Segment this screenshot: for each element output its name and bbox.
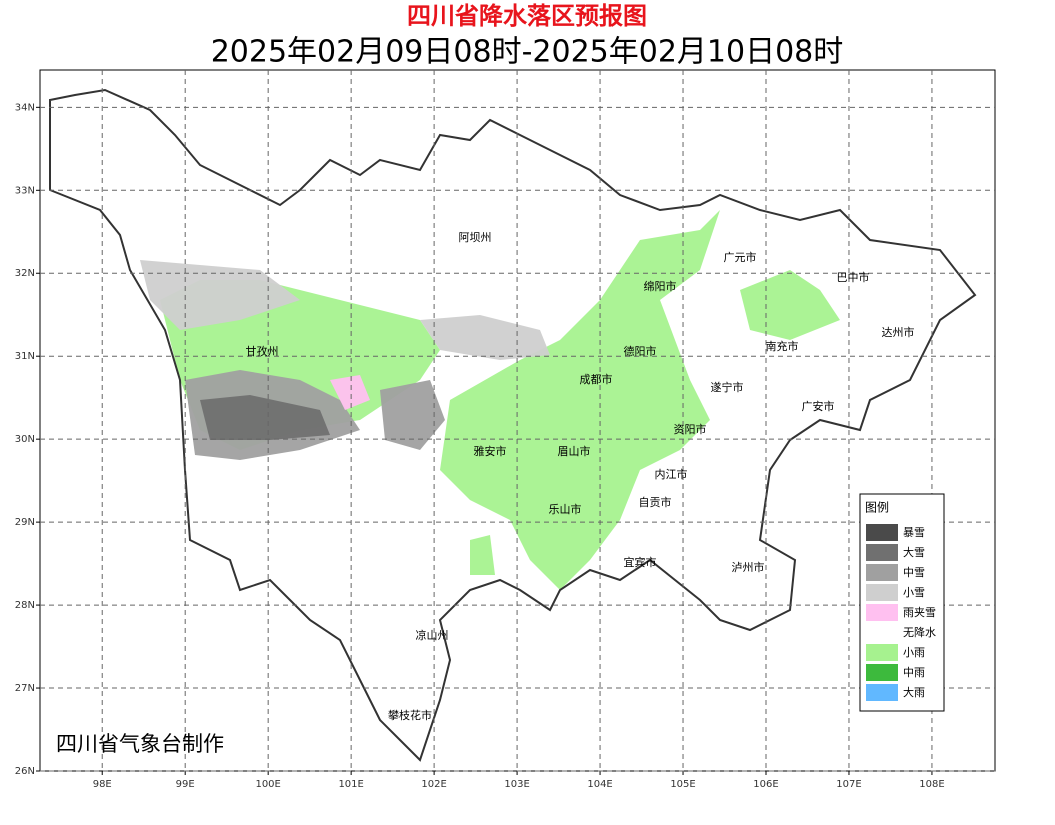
place-label: 雅安市 — [474, 444, 507, 458]
y-tick-label: 31N — [15, 351, 35, 362]
x-tick-label: 100E — [255, 779, 280, 790]
y-tick-label: 32N — [15, 268, 35, 279]
place-label: 成都市 — [580, 372, 613, 386]
legend-label: 小雨 — [903, 646, 925, 659]
place-label: 阿坝州 — [459, 230, 492, 244]
title: 四川省降水落区预报图 — [407, 2, 647, 30]
subtitle: 2025年02月09日08时-2025年02月10日08时 — [211, 35, 844, 70]
place-label: 达州市 — [882, 325, 915, 339]
x-tick-label: 103E — [504, 779, 529, 790]
legend-swatch — [866, 604, 898, 621]
place-label: 内江市 — [655, 467, 688, 481]
legend-label: 小雪 — [903, 586, 925, 599]
precip-area — [740, 270, 840, 340]
legend-label: 雨夹雪 — [903, 606, 936, 619]
legend-swatch — [866, 684, 898, 701]
legend-swatch — [866, 544, 898, 561]
x-tick-label: 106E — [753, 779, 778, 790]
legend-label: 暴雪 — [903, 526, 925, 539]
place-label: 广元市 — [724, 250, 757, 264]
legend-swatch — [866, 624, 898, 641]
x-tick-label: 105E — [670, 779, 695, 790]
x-tick-label: 102E — [421, 779, 446, 790]
y-tick-label: 26N — [15, 766, 35, 777]
legend-label: 无降水 — [903, 625, 936, 639]
precip-area — [440, 210, 720, 590]
place-label: 巴中市 — [837, 270, 870, 284]
place-label: 攀枝花市 — [388, 708, 432, 722]
legend-label: 中雨 — [903, 666, 925, 679]
precip-area — [140, 260, 300, 330]
place-label: 宜宾市 — [624, 555, 657, 569]
place-label: 凉山州 — [416, 628, 449, 642]
credit: 四川省气象台制作 — [56, 732, 224, 756]
legend-swatch — [866, 644, 898, 661]
x-tick-label: 108E — [919, 779, 944, 790]
x-tick-label: 101E — [338, 779, 363, 790]
precip-area — [330, 375, 370, 410]
x-tick-label: 99E — [176, 779, 195, 790]
y-tick-label: 33N — [15, 185, 35, 196]
legend-swatch — [866, 664, 898, 681]
place-label: 遂宁市 — [711, 380, 744, 394]
legend-title: 图例 — [865, 501, 889, 515]
x-tick-label: 98E — [93, 779, 112, 790]
province-border — [49, 88, 977, 762]
precip-area — [470, 535, 495, 575]
y-tick-label: 28N — [15, 600, 35, 611]
place-label: 眉山市 — [558, 444, 591, 458]
place-label: 广安市 — [802, 399, 835, 413]
place-label: 乐山市 — [549, 502, 582, 516]
precip-area — [200, 395, 330, 440]
place-label: 甘孜州 — [246, 344, 279, 358]
x-tick-label: 107E — [836, 779, 861, 790]
place-label: 资阳市 — [674, 422, 707, 436]
place-label: 德阳市 — [624, 344, 657, 358]
place-label: 自贡市 — [639, 495, 672, 509]
place-label: 南充市 — [766, 339, 799, 353]
legend-swatch — [866, 524, 898, 541]
legend-swatch — [866, 564, 898, 581]
y-tick-label: 34N — [15, 102, 35, 113]
place-label: 绵阳市 — [644, 279, 677, 293]
x-tick-label: 104E — [587, 779, 612, 790]
place-label: 泸州市 — [732, 560, 765, 574]
legend-label: 大雪 — [903, 545, 925, 559]
legend-swatch — [866, 584, 898, 601]
y-tick-label: 27N — [15, 683, 35, 694]
legend-label: 大雨 — [903, 685, 925, 699]
y-tick-label: 30N — [15, 434, 35, 445]
precip-area — [380, 380, 445, 450]
y-tick-label: 29N — [15, 517, 35, 528]
legend-label: 中雪 — [903, 566, 925, 579]
